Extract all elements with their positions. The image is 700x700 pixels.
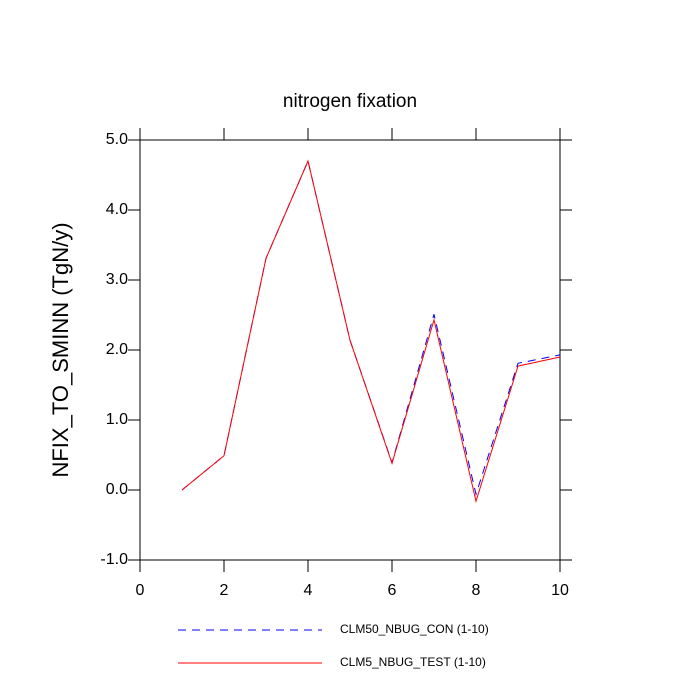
x-tick-label: 8: [472, 582, 481, 599]
legend-label: CLM5_NBUG_TEST (1-10): [340, 655, 486, 669]
y-tick-label: 3.0: [106, 271, 128, 288]
y-tick-label: 2.0: [106, 341, 128, 358]
x-tick-label: 2: [220, 582, 229, 599]
y-axis-label: NFIX_TO_SMINN (TgN/y): [48, 222, 73, 477]
y-tick-label: -1.0: [100, 551, 128, 568]
y-tick-label: 4.0: [106, 201, 128, 218]
y-tick-label: 5.0: [106, 131, 128, 148]
y-tick-label: 1.0: [106, 411, 128, 428]
series-line: [181, 159, 561, 504]
x-tick-label: 0: [136, 582, 145, 599]
chart-title: nitrogen fixation: [283, 91, 417, 112]
x-tick-label: 4: [304, 582, 313, 599]
x-tick-label: 10: [551, 582, 569, 599]
y-tick-label: 0.0: [106, 481, 128, 498]
legend-label: CLM50_NBUG_CON (1-10): [340, 622, 489, 636]
x-tick-label: 6: [388, 582, 397, 599]
